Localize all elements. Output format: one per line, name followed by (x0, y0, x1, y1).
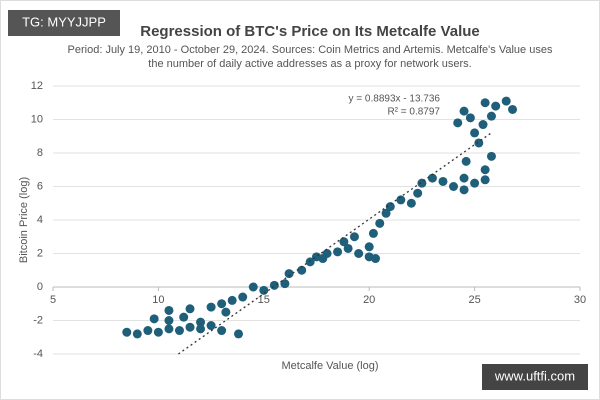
point (164, 316, 174, 325)
point (280, 279, 290, 289)
point (185, 304, 195, 314)
point (453, 118, 463, 128)
x-tick-label: 5 (50, 294, 56, 306)
point (501, 96, 511, 106)
point (206, 302, 216, 312)
point (217, 326, 227, 336)
point (143, 326, 153, 336)
subtitle: the number of daily active addresses as … (148, 58, 471, 70)
point (459, 185, 469, 195)
x-axis-label: Metcalfe Value (log) (281, 360, 378, 372)
point (478, 120, 488, 130)
trendline (178, 132, 492, 355)
point (206, 321, 216, 331)
y-tick-label: 8 (37, 147, 43, 159)
watermark-box (8, 10, 120, 36)
y-tick-label: 6 (37, 180, 43, 192)
point (364, 242, 374, 252)
footer-box (482, 364, 588, 390)
point (368, 228, 378, 238)
chart-title: Regression of BTC's Price on Its Metcalf… (140, 23, 480, 40)
subtitle: Period: July 19, 2010 - October 29, 2024… (68, 44, 553, 56)
point (459, 173, 469, 183)
point (297, 265, 307, 275)
point (470, 128, 480, 138)
point (470, 178, 480, 188)
point (185, 322, 195, 332)
point (179, 312, 189, 322)
point (465, 113, 475, 123)
point (227, 295, 237, 305)
point (396, 195, 406, 205)
point (486, 151, 496, 161)
watermark: TG: MYYJJPP (22, 14, 106, 29)
point (480, 175, 490, 185)
point (491, 101, 501, 111)
point (486, 111, 496, 121)
point (318, 254, 328, 264)
y-tick-label: 4 (37, 214, 43, 226)
x-tick-label: 25 (468, 294, 480, 306)
point (248, 282, 258, 292)
y-tick-label: -2 (33, 314, 43, 326)
point (461, 156, 471, 166)
point (132, 329, 142, 339)
point (508, 104, 518, 114)
point (413, 188, 423, 198)
annotation: y = 0.8893x - 13.736 (349, 94, 441, 105)
point (480, 165, 490, 175)
point (221, 307, 231, 317)
point (174, 326, 184, 336)
point (343, 243, 353, 253)
y-tick-label: -4 (33, 348, 43, 360)
point (164, 305, 174, 315)
point (459, 106, 469, 116)
point (381, 208, 391, 218)
x-tick-label: 15 (258, 294, 270, 306)
annotation: R² = 0.8797 (387, 107, 440, 118)
point (164, 324, 174, 334)
point (153, 327, 163, 337)
point (333, 247, 343, 257)
point (480, 98, 490, 108)
point (427, 173, 437, 183)
x-tick-label: 10 (152, 294, 164, 306)
point (349, 232, 359, 242)
point (122, 327, 132, 337)
point (259, 285, 269, 295)
point (284, 269, 294, 279)
point (269, 280, 279, 290)
point (354, 249, 364, 258)
point (406, 198, 416, 208)
point (196, 324, 206, 334)
y-axis-label: Bitcoin Price (log) (18, 177, 30, 263)
x-tick-label: 20 (363, 294, 375, 306)
point (385, 202, 395, 212)
point (438, 176, 448, 186)
x-tick-label: 30 (574, 294, 586, 306)
point (217, 299, 227, 309)
y-tick-label: 2 (37, 247, 43, 259)
point (196, 317, 206, 327)
point (238, 292, 248, 302)
point (371, 254, 381, 264)
y-tick-label: 0 (37, 281, 43, 293)
footer: www.uftfi.com (494, 368, 575, 383)
point (234, 329, 244, 339)
y-tick-label: 12 (31, 80, 43, 92)
point (305, 257, 315, 267)
point (375, 218, 385, 228)
point (339, 237, 349, 247)
point (449, 182, 459, 191)
point (149, 314, 159, 324)
y-tick-label: 10 (31, 113, 43, 125)
